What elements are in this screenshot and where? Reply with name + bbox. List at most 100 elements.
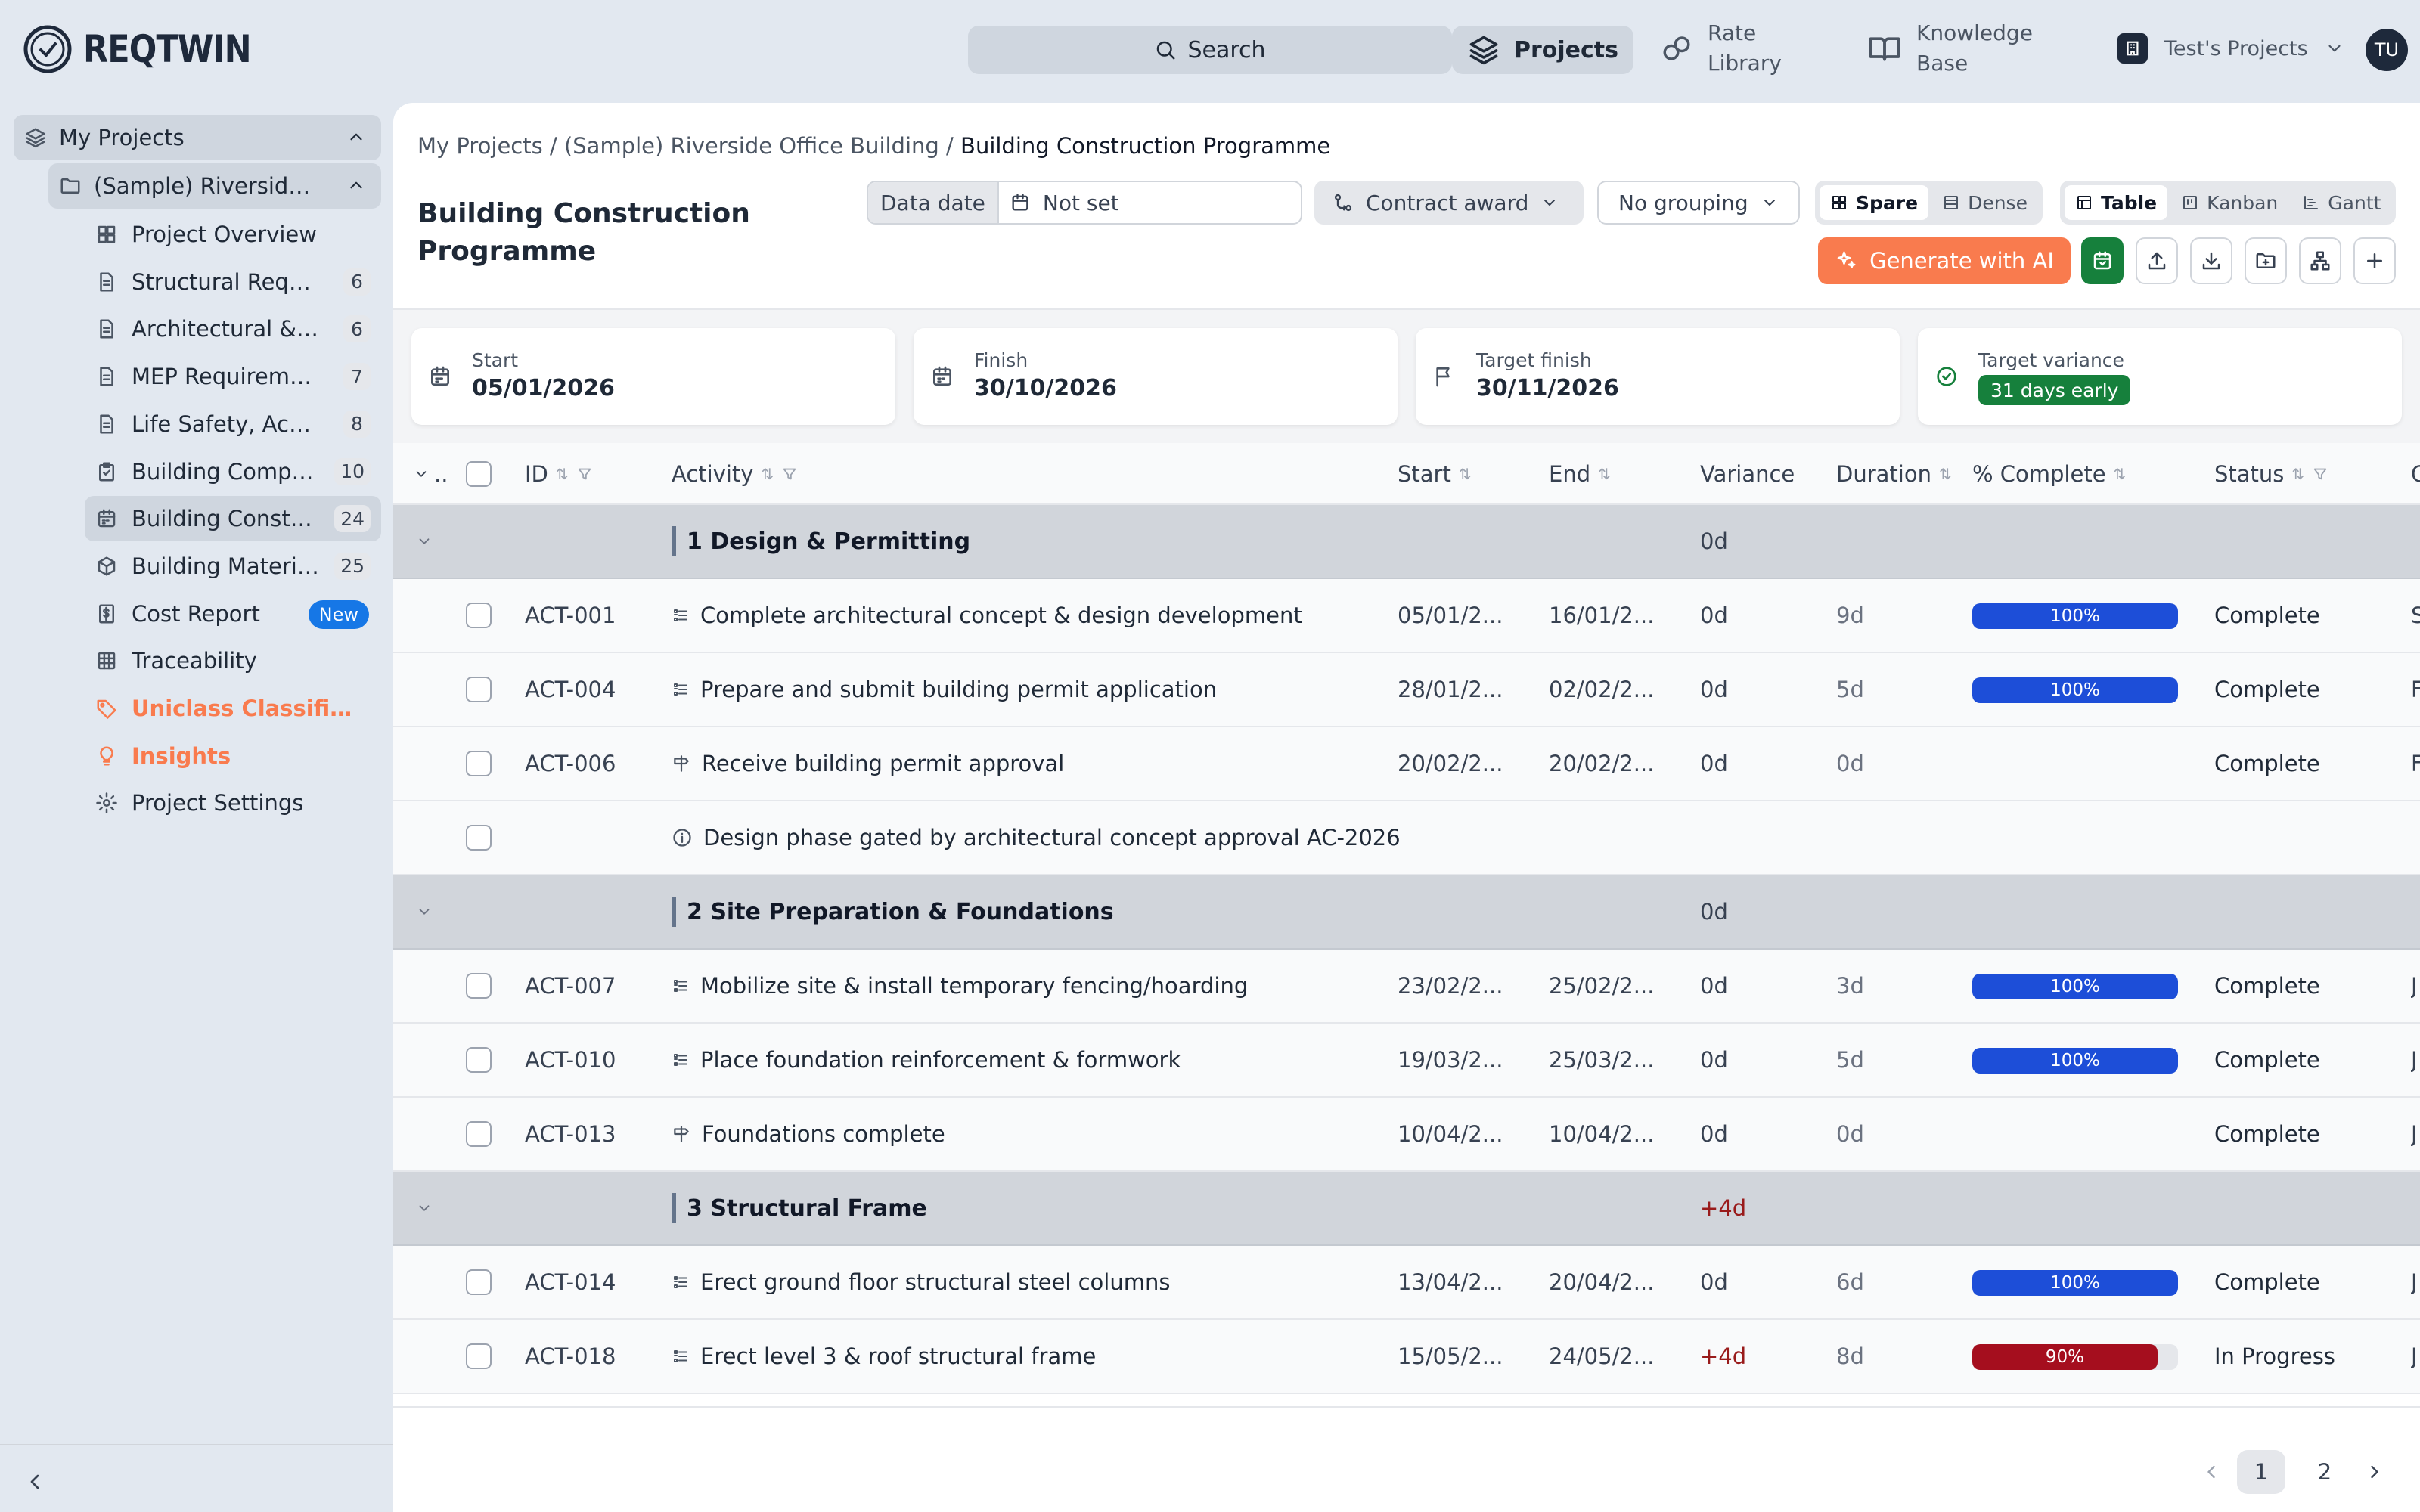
sidebar-project[interactable]: (Sample) Riverside Office Building <box>48 163 381 209</box>
density-dense-button[interactable]: Dense <box>1931 185 2038 220</box>
logo[interactable]: REQTWIN <box>23 24 278 74</box>
prev-page-icon[interactable] <box>2201 1461 2222 1483</box>
expand-all-toggle[interactable]: .. <box>413 443 448 505</box>
table-row[interactable]: ACT-014 Erect ground floor structural ste… <box>393 1246 2420 1320</box>
sort-icon[interactable]: ⇅ <box>2113 465 2127 483</box>
row-checkbox[interactable] <box>466 603 492 628</box>
group-toggle[interactable] <box>416 1172 433 1244</box>
group-row[interactable]: 2 Site Preparation & Foundations 0d <box>393 875 2420 950</box>
org-switcher[interactable]: Test's Projects <box>2118 33 2344 64</box>
row-checkbox[interactable] <box>466 1343 492 1369</box>
sort-icon[interactable]: ⇅ <box>761 465 774 483</box>
row-activity[interactable]: Design phase gated by architectural conc… <box>672 801 1806 874</box>
table-row[interactable]: ACT-018 Erect level 3 & roof structural f… <box>393 1320 2420 1394</box>
generate-with-ai-button[interactable]: Generate with AI <box>1818 237 2071 284</box>
density-spare-button[interactable]: Spare <box>1820 185 1929 220</box>
sidebar-item[interactable]: Uniclass Classification <box>85 686 381 731</box>
filter-icon[interactable] <box>781 466 798 482</box>
column-header-more[interactable]: C <box>2411 443 2420 505</box>
sort-icon[interactable]: ⇅ <box>1598 465 1611 483</box>
column-header-start[interactable]: Start ⇅ <box>1398 443 1472 505</box>
calendar-sync-button[interactable] <box>2081 237 2124 284</box>
group-toggle[interactable] <box>416 875 433 948</box>
view-table-button[interactable]: Table <box>2065 185 2168 220</box>
column-header-id[interactable]: ID ⇅ <box>525 443 593 505</box>
select-all-checkbox[interactable] <box>466 461 492 487</box>
collapse-sidebar-icon[interactable] <box>23 1470 47 1494</box>
row-activity[interactable]: Foundations complete <box>672 1098 1382 1170</box>
row-activity[interactable]: Place foundation reinforcement & formwor… <box>672 1024 1382 1096</box>
row-checkbox[interactable] <box>466 1269 492 1295</box>
column-header-end[interactable]: End ⇅ <box>1549 443 1611 505</box>
column-header-complete[interactable]: % Complete ⇅ <box>1972 443 2126 505</box>
filter-icon[interactable] <box>2312 466 2328 482</box>
column-header-variance[interactable]: Variance <box>1700 443 1795 505</box>
breadcrumb-project[interactable]: (Sample) Riverside Office Building <box>563 133 939 159</box>
table-row[interactable]: ACT-006 Receive building permit approval 2… <box>393 727 2420 801</box>
sidebar-item[interactable]: Building Construction Programme 24 <box>85 496 381 542</box>
row-extra: J <box>2411 1269 2418 1295</box>
row-checkbox[interactable] <box>466 825 492 850</box>
column-header-activity[interactable]: Activity ⇅ <box>672 443 798 505</box>
global-search[interactable]: Search <box>968 26 1452 74</box>
filter-icon[interactable] <box>576 466 593 482</box>
baseline-select[interactable]: Contract award <box>1314 181 1584 225</box>
view-kanban-button[interactable]: Kanban <box>2170 185 2288 220</box>
row-activity[interactable]: Receive building permit approval <box>672 727 1382 800</box>
table-row[interactable]: ACT-010 Place foundation reinforcement & … <box>393 1024 2420 1098</box>
view-gantt-button[interactable]: Gantt <box>2291 185 2391 220</box>
table-row[interactable]: Design phase gated by architectural conc… <box>393 801 2420 875</box>
download-button[interactable] <box>2190 237 2232 284</box>
row-checkbox[interactable] <box>466 1121 492 1147</box>
avatar[interactable]: TU <box>2366 29 2408 71</box>
sort-icon[interactable]: ⇅ <box>2291 465 2305 483</box>
hierarchy-button[interactable] <box>2299 237 2341 284</box>
nav-rate-library[interactable]: Rate Library <box>1661 18 1782 79</box>
table-row[interactable]: ACT-004 Prepare and submit building permi… <box>393 653 2420 727</box>
sidebar-item[interactable]: Insights <box>85 733 381 779</box>
sort-icon[interactable]: ⇅ <box>1458 465 1472 483</box>
grouping-select[interactable]: No grouping <box>1597 181 1800 225</box>
row-activity[interactable]: Prepare and submit building permit appli… <box>672 653 1382 726</box>
sort-icon[interactable]: ⇅ <box>555 465 569 483</box>
data-date-field[interactable]: Data date Not set <box>867 181 1302 225</box>
sidebar-item[interactable]: Architectural & Interior Requirements 6 <box>85 306 381 352</box>
sidebar-item[interactable]: Building Materials Schedule 25 <box>85 544 381 589</box>
sidebar-item[interactable]: MEP Requirements 7 <box>85 354 381 399</box>
nav-projects[interactable]: Projects <box>1452 26 1634 74</box>
import-folder-button[interactable] <box>2245 237 2287 284</box>
row-variance: 0d <box>1700 1047 1728 1073</box>
sidebar-item[interactable]: Project Settings <box>85 780 381 826</box>
page-2-button[interactable]: 2 <box>2317 1459 2332 1485</box>
table-row[interactable]: ACT-013 Foundations complete 10/04/2... 10/… <box>393 1098 2420 1172</box>
breadcrumb-root[interactable]: My Projects <box>417 133 543 159</box>
table-row[interactable]: ACT-007 Mobilize site & install temporary… <box>393 950 2420 1024</box>
nav-knowledge-base[interactable]: Knowledge Base <box>1868 18 2033 79</box>
page-1-button[interactable]: 1 <box>2237 1450 2285 1494</box>
row-checkbox[interactable] <box>466 973 492 999</box>
row-activity[interactable]: Erect ground floor structural steel colu… <box>672 1246 1382 1318</box>
sidebar-item[interactable]: Building Compliance Checklist 10 <box>85 449 381 494</box>
upload-button[interactable] <box>2136 237 2178 284</box>
row-activity[interactable]: Complete architectural concept & design … <box>672 579 1382 652</box>
add-button[interactable] <box>2353 237 2396 284</box>
row-activity[interactable]: Erect level 3 & roof structural frame <box>672 1320 1382 1393</box>
group-toggle[interactable] <box>416 505 433 578</box>
group-row[interactable]: 3 Structural Frame +4d <box>393 1172 2420 1246</box>
sidebar-item[interactable]: Traceability <box>85 638 381 683</box>
row-activity[interactable]: Mobilize site & install temporary fencin… <box>672 950 1382 1022</box>
group-row[interactable]: 1 Design & Permitting 0d <box>393 505 2420 579</box>
next-page-icon[interactable] <box>2364 1461 2385 1483</box>
sidebar-item[interactable]: Life Safety, Accessibility 8 <box>85 401 381 447</box>
sidebar-item[interactable]: Project Overview <box>85 212 381 257</box>
table-row[interactable]: ACT-001 Complete architectural concept & … <box>393 579 2420 653</box>
column-header-duration[interactable]: Duration ⇅ <box>1836 443 1952 505</box>
sidebar-root-my-projects[interactable]: My Projects <box>14 115 381 160</box>
row-checkbox[interactable] <box>466 751 492 776</box>
sort-icon[interactable]: ⇅ <box>1938 465 1952 483</box>
sidebar-item[interactable]: Cost Report New <box>85 591 381 637</box>
sidebar-item[interactable]: Structural Requirements 6 <box>85 259 381 305</box>
column-header-status[interactable]: Status ⇅ <box>2214 443 2328 505</box>
row-checkbox[interactable] <box>466 677 492 702</box>
row-checkbox[interactable] <box>466 1047 492 1073</box>
